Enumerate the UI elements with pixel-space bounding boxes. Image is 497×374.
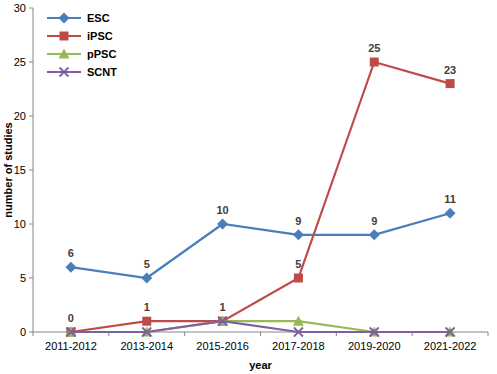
marker [445,208,456,219]
y-tick-label: 0 [20,326,26,338]
data-label: 23 [444,64,456,76]
legend-marker [60,68,69,77]
y-tick [29,62,33,63]
y-tick [29,116,33,117]
legend-marker [59,13,70,24]
data-label: 10 [216,204,228,216]
y-tick [29,224,33,225]
legend-marker [60,32,69,41]
series-line [71,321,450,332]
series-line [71,62,450,332]
x-tick [184,332,185,336]
y-tick-label: 15 [14,164,26,176]
y-tick-label: 30 [14,2,26,14]
marker [369,229,380,240]
marker [66,328,75,337]
marker [294,328,303,337]
y-axis-title: number of studies [2,122,14,217]
y-tick [29,170,33,171]
series-line [71,321,450,332]
data-label: 9 [371,215,377,227]
legend-label: ESC [87,12,110,24]
legend-label: pPSC [87,48,116,60]
x-tick-label: 2017-2018 [272,340,325,352]
marker [293,229,304,240]
legend: ESC iPSC pPSC SCNT [47,12,117,78]
marker [142,328,151,337]
x-tick [33,332,34,336]
x-tick [260,332,261,336]
legend-label: SCNT [87,66,117,78]
y-tick-label: 20 [14,110,26,122]
marker [446,328,455,337]
marker [293,316,304,326]
marker [294,274,303,283]
x-tick-label: 2011-2012 [45,340,97,352]
x-tick-label: 2015-2016 [196,340,249,352]
marker [370,328,379,337]
data-labels: 6510991101152523 [68,42,456,324]
marker [218,317,227,326]
x-tick-label: 2021-2022 [424,340,477,352]
x-tick-label: 2013-2014 [120,340,173,352]
data-label: 5 [144,258,150,270]
y-tick [29,332,33,333]
x-axis-title: year [249,359,272,371]
y-tick-label: 5 [20,272,26,284]
data-label: 6 [68,247,74,259]
y-tick [29,278,33,279]
data-label: 1 [220,301,226,313]
data-label: 25 [368,42,380,54]
data-label: 0 [68,312,74,324]
marker [446,79,455,88]
x-tick [488,332,489,336]
marker [217,219,228,230]
legend-marker [59,49,70,59]
data-label: 9 [295,215,301,227]
marker [141,273,152,284]
marker [370,58,379,67]
marker [142,317,151,326]
series-line [71,213,450,278]
plot-area [65,58,455,337]
legend-label: iPSC [87,30,113,42]
x-tick-label: 2019-2020 [348,340,401,352]
marker [65,262,76,273]
y-tick [29,8,33,9]
data-label: 5 [295,258,301,270]
y-tick-label: 25 [14,56,26,68]
data-label: 11 [444,193,456,205]
data-label: 1 [144,301,150,313]
y-tick-label: 10 [14,218,26,230]
chart: 0510152025302011-20122013-20142015-20162… [0,0,497,374]
